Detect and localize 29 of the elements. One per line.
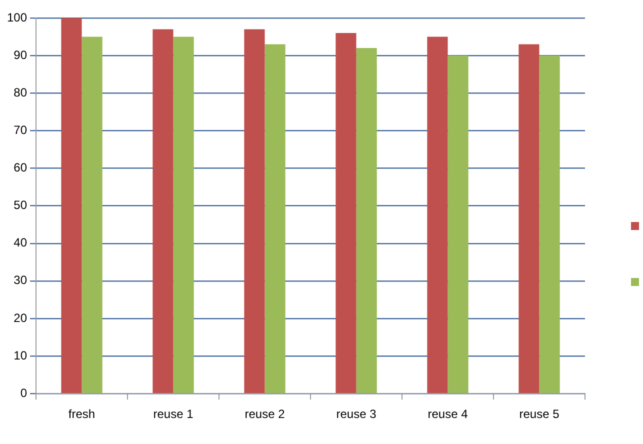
x-tick-label: reuse 4 (428, 407, 468, 422)
y-tick-label: 0 (20, 386, 28, 400)
y-tick-label: 70 (14, 122, 28, 137)
bar (539, 56, 560, 393)
y-tick-label: 60 (14, 160, 28, 175)
bar (61, 18, 82, 393)
bar (82, 36, 102, 393)
y-tick-label: 100 (6, 10, 28, 24)
y-tick-label: 50 (14, 198, 28, 212)
x-tick-label: fresh (68, 407, 96, 422)
y-tick-label: 10 (14, 348, 28, 362)
y-tick-label: 90 (14, 48, 28, 62)
bar (427, 36, 448, 393)
y-tick-label: 40 (14, 236, 28, 250)
x-tick-label: reuse 3 (336, 407, 377, 422)
bar (336, 33, 356, 393)
bar (356, 48, 377, 393)
bar (448, 56, 468, 393)
bar (264, 44, 286, 393)
bar (152, 29, 174, 393)
bar (173, 36, 194, 393)
y-tick-label: 80 (14, 85, 28, 100)
y-tick-label: 20 (14, 310, 28, 325)
x-tick-label: reuse 5 (519, 407, 560, 422)
bar (518, 44, 540, 393)
x-tick-label: reuse 1 (153, 407, 194, 422)
y-tick-label: 30 (14, 273, 28, 288)
bar (244, 29, 265, 393)
x-tick-label: reuse 2 (244, 407, 286, 422)
